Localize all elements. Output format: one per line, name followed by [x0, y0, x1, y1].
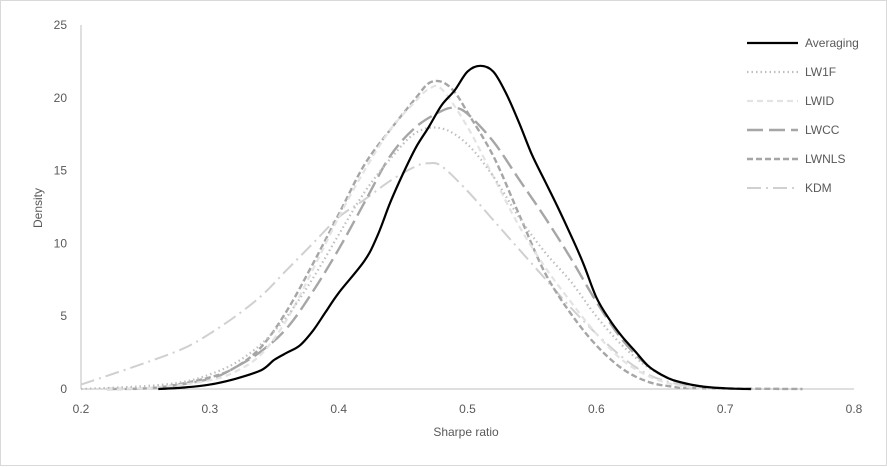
- x-tick-label: 0.3: [201, 402, 218, 416]
- legend: Averaging LW1F LWID LWCC LWNLS KDM: [747, 36, 859, 195]
- x-tick-label: 0.6: [588, 402, 605, 416]
- y-axis-title: Density: [31, 188, 45, 228]
- x-tick-label: 0.7: [717, 402, 734, 416]
- series-line-lwcc: [106, 106, 751, 391]
- legend-label-lw1f: LW1F: [805, 65, 836, 79]
- series-line-lwnls: [106, 79, 803, 391]
- y-tick-label: 20: [54, 91, 68, 105]
- x-tick-label: 0.4: [330, 402, 347, 416]
- x-tick-label: 0.2: [73, 402, 90, 416]
- legend-label-lwnls: LWNLS: [805, 152, 845, 166]
- axes-layer: 0.2 0.3 0.4 0.5 0.6 0.7 0.8 0 5 10 15 20 25: [54, 18, 863, 416]
- legend-label-lwcc: LWCC: [805, 123, 840, 137]
- series-line-lw1f: [80, 126, 751, 391]
- y-tick-label: 10: [54, 236, 68, 250]
- x-axis-title: Sharpe ratio: [433, 425, 499, 439]
- legend-label-lwid: LWID: [805, 94, 834, 108]
- y-tick-label: 5: [60, 309, 67, 323]
- series-line-lwid: [106, 84, 726, 391]
- x-tick-label: 0.8: [846, 402, 863, 416]
- legend-label-kdm: KDM: [805, 181, 832, 195]
- series-line-averaging: [158, 64, 751, 391]
- series-line-kdm: [80, 162, 726, 390]
- y-tick-label: 15: [54, 164, 68, 178]
- x-tick-label: 0.5: [459, 402, 476, 416]
- legend-label-averaging: Averaging: [805, 36, 859, 50]
- y-tick-label: 0: [60, 382, 67, 396]
- series-layer: [80, 64, 803, 391]
- y-tick-label: 25: [54, 18, 68, 32]
